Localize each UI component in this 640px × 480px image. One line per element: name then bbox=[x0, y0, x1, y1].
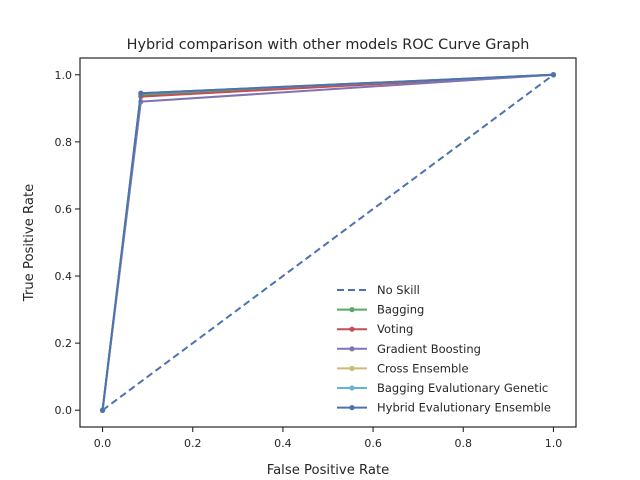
legend: No Skill Bagging Voting Gradient Boosting Cr… bbox=[337, 283, 551, 415]
legend-marker bbox=[349, 385, 355, 391]
series-point bbox=[550, 72, 557, 78]
y-tick-label: 0.6 bbox=[55, 203, 73, 216]
legend-marker bbox=[349, 307, 355, 313]
y-tick-label: 0.4 bbox=[55, 270, 73, 283]
legend-label: Bagging bbox=[377, 303, 424, 317]
legend-marker bbox=[349, 405, 355, 411]
x-axis-label: False Positive Rate bbox=[267, 463, 390, 478]
y-axis-label: True Positive Rate bbox=[22, 184, 37, 302]
legend-item: Hybrid Evalutionary Ensemble bbox=[337, 401, 551, 415]
y-tick-label: 0.2 bbox=[55, 337, 73, 350]
y-tick-label: 0.8 bbox=[55, 136, 73, 149]
legend-item: Bagging bbox=[337, 303, 424, 317]
legend-marker bbox=[349, 346, 355, 352]
legend-item: Bagging Evalutionary Genetic bbox=[337, 381, 548, 395]
legend-marker bbox=[349, 326, 355, 332]
legend-item: Cross Ensemble bbox=[337, 361, 469, 375]
legend-item: Voting bbox=[337, 322, 413, 336]
chart-title: Hybrid comparison with other models ROC … bbox=[127, 37, 530, 53]
series-point bbox=[99, 407, 106, 413]
legend-label: Gradient Boosting bbox=[377, 342, 481, 356]
x-tick-label: 0.6 bbox=[364, 437, 382, 450]
series-line-0 bbox=[101, 73, 555, 412]
y-axis: 0.0 0.2 0.4 0.6 0.8 1.0 bbox=[55, 69, 80, 417]
legend-label: Cross Ensemble bbox=[377, 361, 469, 375]
y-tick-label: 1.0 bbox=[55, 69, 73, 82]
x-tick-label: 0.4 bbox=[274, 437, 292, 450]
x-axis: 0.0 0.2 0.4 0.6 0.8 1.0 bbox=[94, 427, 562, 450]
x-tick-label: 0.8 bbox=[455, 437, 473, 450]
legend-item: No Skill bbox=[337, 283, 420, 297]
x-tick-label: 0.2 bbox=[184, 437, 202, 450]
x-tick-label: 0.0 bbox=[94, 437, 112, 450]
x-tick-label: 1.0 bbox=[545, 437, 563, 450]
legend-label: No Skill bbox=[377, 283, 420, 297]
legend-label: Hybrid Evalutionary Ensemble bbox=[377, 401, 551, 415]
series-layer bbox=[99, 72, 557, 413]
legend-item: Gradient Boosting bbox=[337, 342, 481, 356]
legend-label: Voting bbox=[377, 322, 413, 336]
y-tick-label: 0.0 bbox=[55, 404, 73, 417]
legend-label: Bagging Evalutionary Genetic bbox=[377, 381, 548, 395]
legend-marker bbox=[349, 365, 355, 371]
series-point bbox=[138, 90, 144, 96]
